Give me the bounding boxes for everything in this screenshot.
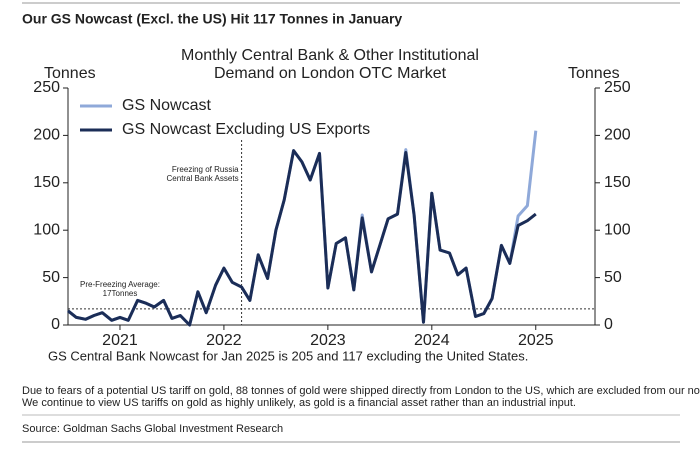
x-tick-label: 2025: [518, 332, 554, 349]
chart-note: GS Central Bank Nowcast for Jan 2025 is …: [48, 348, 528, 363]
chart-title: Monthly Central Bank & Other Institution…: [181, 47, 479, 64]
y2-tick-label: 50: [604, 269, 622, 286]
x-tick-label: 2024: [414, 332, 450, 349]
y-tick-label: 250: [33, 79, 60, 96]
x-tick-label: 2021: [102, 332, 138, 349]
source: Source: Goldman Sachs Global Investment …: [22, 423, 283, 435]
annotation: Pre-Freezing Average:: [80, 280, 160, 289]
legend-label: GS Nowcast Excluding US Exports: [122, 121, 370, 138]
y-tick-label: 50: [42, 269, 60, 286]
page-title: Our GS Nowcast (Excl. the US) Hit 117 To…: [22, 11, 402, 27]
footnote: We continue to view US tariffs on gold a…: [22, 397, 576, 409]
y-tick-label: 100: [33, 221, 60, 238]
y-tick-label: 200: [33, 127, 60, 144]
y2-tick-label: 100: [604, 221, 631, 238]
annotation: Central Bank Assets: [167, 174, 239, 183]
y2-axis-label: Tonnes: [568, 65, 620, 82]
annotation: 17Tonnes: [103, 289, 138, 298]
annotation: Freezing of Russia: [172, 165, 239, 174]
y2-tick-label: 0: [604, 316, 613, 333]
y-tick-label: 150: [33, 174, 60, 191]
y-tick-label: 0: [51, 316, 60, 333]
y-axis-label: Tonnes: [44, 65, 96, 82]
x-tick-label: 2022: [206, 332, 242, 349]
y2-tick-label: 150: [604, 174, 631, 191]
legend-label: GS Nowcast: [122, 97, 211, 114]
series-line: [67, 149, 537, 327]
chart-title: Demand on London OTC Market: [214, 65, 447, 82]
y2-tick-label: 250: [604, 79, 631, 96]
footnote: Due to fears of a potential US tariff on…: [22, 385, 700, 397]
y2-tick-label: 200: [604, 127, 631, 144]
x-tick-label: 2023: [310, 332, 346, 349]
